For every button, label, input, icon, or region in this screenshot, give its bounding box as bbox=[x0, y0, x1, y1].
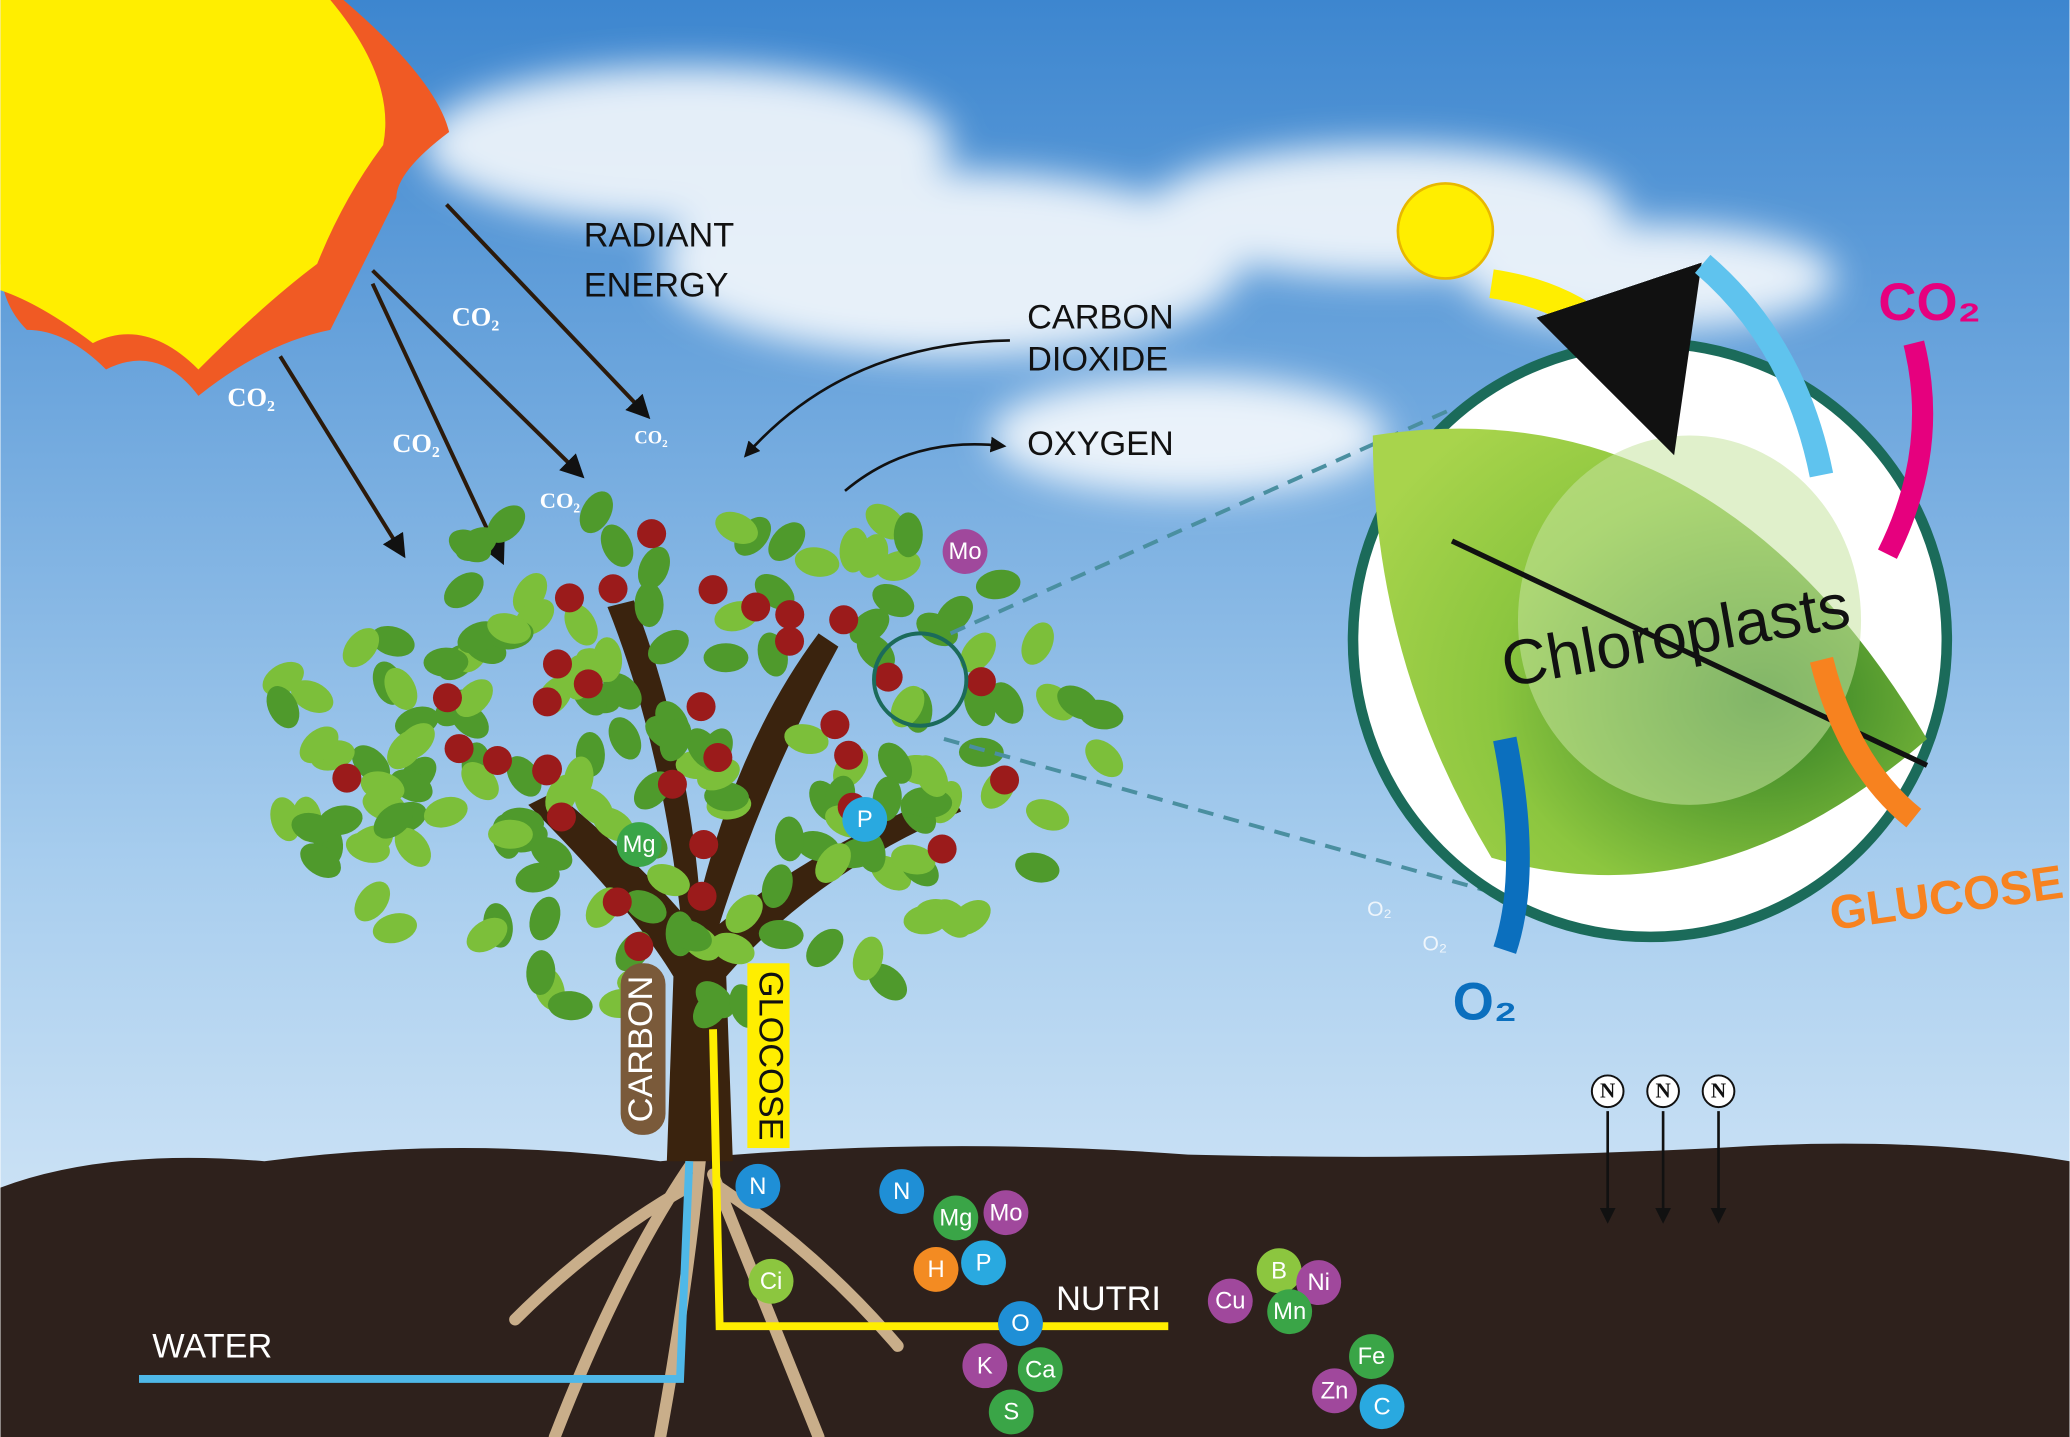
nutrient-label: P bbox=[976, 1249, 992, 1276]
apple bbox=[874, 663, 903, 692]
nitrogen-label: N bbox=[1655, 1078, 1670, 1102]
nutrient-label: Mo bbox=[949, 538, 982, 565]
apple bbox=[624, 932, 653, 961]
leaf bbox=[894, 512, 923, 557]
o2-inset-label: O₂ bbox=[1453, 972, 1518, 1031]
co2-inset-label: CO₂ bbox=[1878, 273, 1981, 332]
carbon-label: CARBON bbox=[622, 976, 660, 1123]
nutrient-label: Mo bbox=[989, 1199, 1022, 1226]
apple bbox=[332, 764, 361, 793]
oxygen-label: OXYGEN bbox=[1027, 425, 1174, 463]
nutrient-label: Ci bbox=[760, 1268, 782, 1295]
apple bbox=[603, 887, 632, 916]
apple bbox=[574, 669, 603, 698]
leaf bbox=[704, 643, 749, 672]
nutrient-label: O bbox=[1011, 1310, 1029, 1337]
nutrient-label: N bbox=[749, 1173, 766, 1200]
apple bbox=[928, 834, 957, 863]
apple bbox=[555, 583, 584, 612]
diagram: CARBON GLOCOSE WATER NUTRI RADIANT ENERG… bbox=[0, 0, 2070, 1437]
apple bbox=[637, 519, 666, 548]
nutrient-label: Ca bbox=[1025, 1356, 1056, 1383]
nutrient-label: N bbox=[893, 1178, 910, 1205]
apple bbox=[533, 687, 562, 716]
nutrient-label: Cu bbox=[1215, 1288, 1245, 1315]
apple bbox=[547, 802, 576, 831]
nitrogen-label: N bbox=[1711, 1078, 1726, 1102]
co2-label: CO₂ bbox=[392, 428, 440, 458]
nutrient-label: Ni bbox=[1307, 1269, 1329, 1296]
nutrient-label: Fe bbox=[1358, 1343, 1386, 1370]
nutrient-label: B bbox=[1271, 1257, 1287, 1284]
apple bbox=[658, 770, 687, 799]
carbon-line: CARBON bbox=[1027, 298, 1174, 336]
nutrient-label: P bbox=[857, 806, 873, 833]
apple bbox=[445, 734, 474, 763]
apple bbox=[990, 765, 1019, 794]
nutrient-label: H bbox=[927, 1256, 944, 1283]
nutrient-label: Zn bbox=[1321, 1377, 1349, 1404]
soil bbox=[0, 1144, 2069, 1437]
radiant-line: RADIANT bbox=[584, 217, 735, 255]
glucose-label: GLOCOSE bbox=[751, 971, 789, 1141]
co2-label: CO₂ bbox=[540, 488, 581, 513]
apple bbox=[775, 600, 804, 629]
water-label: WATER bbox=[152, 1328, 272, 1366]
dioxide-line: DIOXIDE bbox=[1027, 341, 1168, 379]
o2-small-label: O₂ bbox=[1423, 932, 1448, 955]
nutrient-label: Mg bbox=[939, 1205, 972, 1232]
apple bbox=[699, 575, 728, 604]
nutrient-label: K bbox=[977, 1352, 993, 1379]
apple bbox=[483, 746, 512, 775]
apple bbox=[703, 743, 732, 772]
o2-small-label: O₂ bbox=[1367, 898, 1392, 921]
apple bbox=[532, 756, 561, 785]
co2-label: CO₂ bbox=[634, 428, 668, 448]
apple bbox=[687, 692, 716, 721]
apple bbox=[829, 605, 858, 634]
apple bbox=[543, 649, 572, 678]
nutrient-label: S bbox=[1003, 1399, 1019, 1426]
page: CARBON GLOCOSE WATER NUTRI RADIANT ENERG… bbox=[0, 0, 2070, 1437]
apple bbox=[775, 627, 804, 656]
nitrogen-label: N bbox=[1600, 1078, 1615, 1102]
apple bbox=[834, 741, 863, 770]
apple bbox=[599, 574, 628, 603]
apple bbox=[967, 667, 996, 696]
nutri-label: NUTRI bbox=[1056, 1280, 1161, 1318]
apple bbox=[741, 592, 770, 621]
energy-line: ENERGY bbox=[584, 267, 729, 305]
nutrient-label: Mg bbox=[623, 831, 656, 858]
apple bbox=[820, 710, 849, 739]
apple bbox=[689, 830, 718, 859]
co2-label: CO₂ bbox=[452, 301, 500, 331]
apple bbox=[433, 683, 462, 712]
apple bbox=[688, 882, 717, 911]
nutrient-label: C bbox=[1373, 1393, 1390, 1420]
co2-label: CO₂ bbox=[227, 382, 275, 412]
nutrient-label: Mn bbox=[1273, 1298, 1306, 1325]
